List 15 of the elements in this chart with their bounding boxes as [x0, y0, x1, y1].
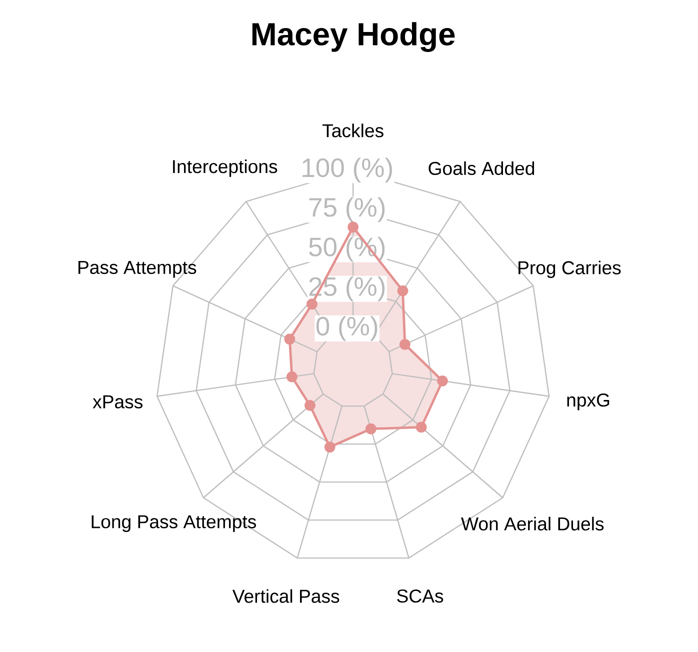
spoke-label: Long Pass Attempts	[92, 515, 256, 532]
spoke-label: Pass Attempts	[78, 261, 196, 278]
chart-title: Macey Hodge	[252, 22, 455, 52]
spoke-label: xPass	[92, 395, 143, 408]
y-tick-label: 100 (%)	[302, 158, 392, 182]
spoke-label: Interceptions	[173, 160, 278, 177]
y-tick-label: 0 (%)	[316, 316, 378, 341]
spoke-label: Prog Carries	[518, 260, 621, 278]
spoke-label: Goals Added	[428, 161, 534, 176]
spoke-label: npxG	[567, 393, 610, 410]
y-tick-label: 75 (%)	[309, 197, 385, 222]
spoke-label: SCAs	[397, 589, 444, 603]
spoke-label: Vertical Pass	[232, 589, 340, 603]
spoke-label: Won Aerial Duels	[461, 516, 604, 530]
spoke-label: Tackles	[322, 124, 384, 138]
